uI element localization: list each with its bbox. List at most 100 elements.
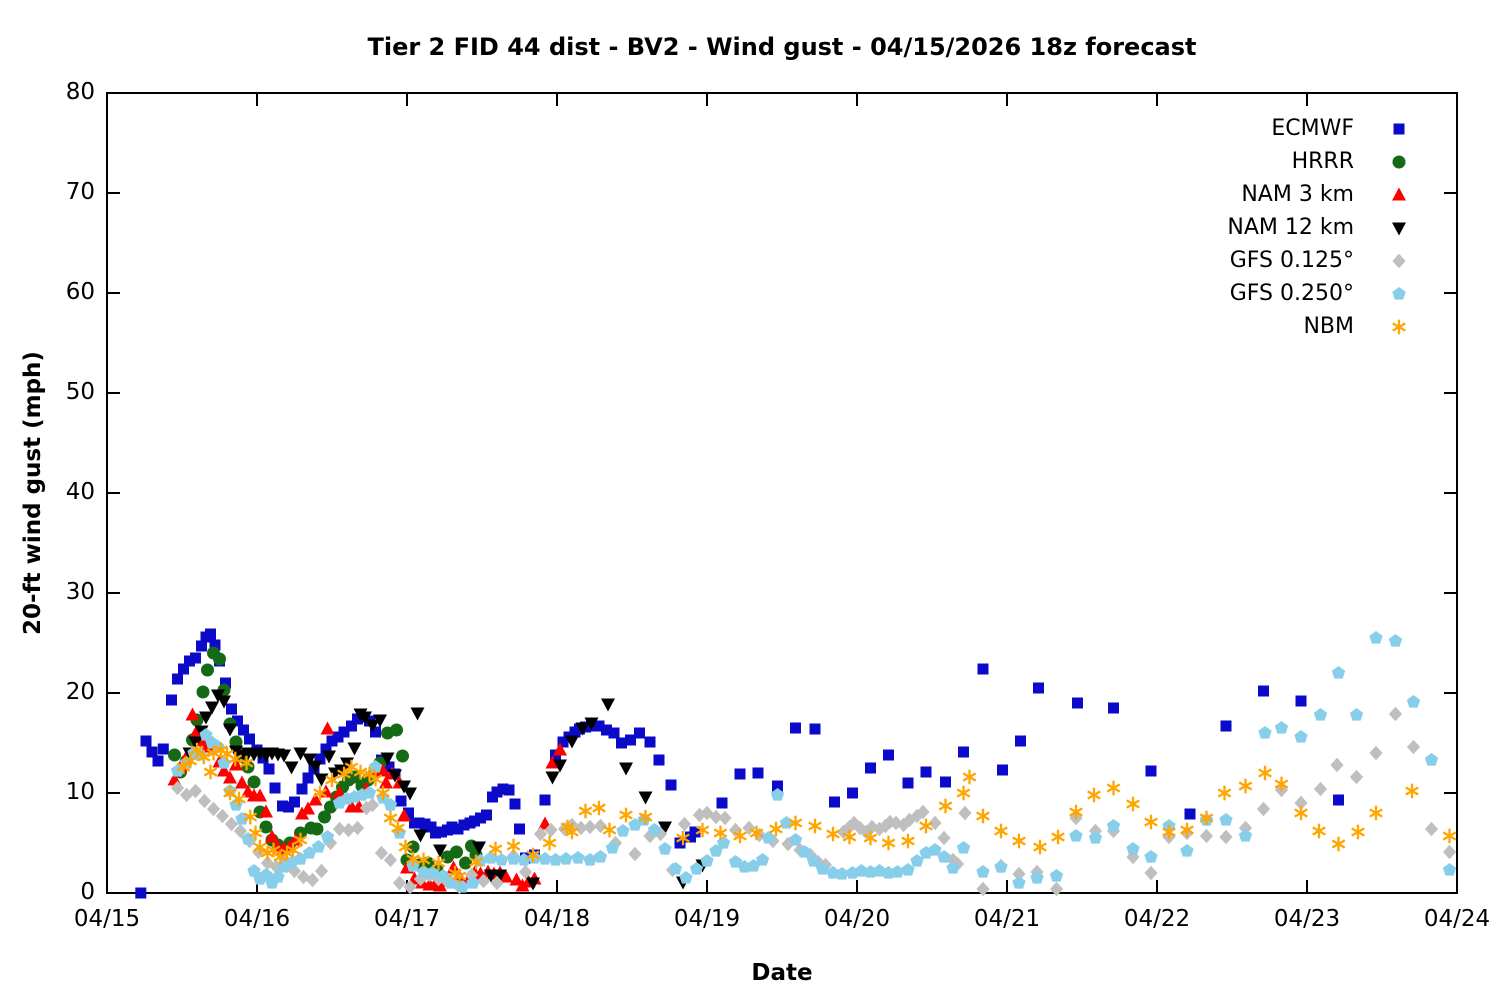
legend-label: NAM 12 km [1227, 215, 1354, 240]
data-point [239, 755, 254, 771]
data-point [761, 831, 776, 844]
data-point [1313, 708, 1328, 721]
data-point [1258, 685, 1269, 697]
data-point [689, 826, 701, 838]
data-point [1144, 814, 1158, 830]
data-point [499, 869, 513, 883]
data-point [545, 755, 560, 769]
y-tick-label: 40 [65, 479, 95, 505]
data-point [263, 763, 275, 775]
triangle-up-marker-icon [1384, 180, 1414, 210]
data-point [1219, 829, 1233, 845]
data-point [1180, 822, 1194, 838]
data-point [289, 796, 300, 808]
data-point [506, 838, 521, 854]
data-point [553, 759, 567, 773]
data-point [320, 830, 335, 843]
y-tick-label: 30 [65, 579, 95, 605]
data-point [253, 839, 267, 855]
data-point [196, 749, 211, 765]
data-point [398, 839, 413, 855]
data-point [1238, 829, 1253, 842]
data-point [1180, 844, 1194, 857]
data-point [373, 714, 387, 728]
data-point [797, 845, 812, 858]
data-point [1106, 819, 1121, 832]
data-point [1088, 831, 1103, 844]
data-point [545, 771, 560, 785]
data-point [553, 742, 567, 756]
data-point [1313, 781, 1328, 797]
data-point [542, 835, 557, 851]
data-point [946, 861, 960, 874]
data-point [593, 850, 608, 863]
data-point [1199, 810, 1214, 826]
data-point [958, 746, 969, 758]
data-point [190, 742, 204, 758]
data-point [755, 853, 770, 866]
data-point [625, 734, 636, 746]
data-point [172, 673, 183, 685]
data-point [994, 823, 1008, 839]
data-point [1442, 828, 1457, 844]
data-point [565, 824, 579, 840]
data-point [515, 878, 530, 892]
data-point [1087, 787, 1101, 803]
data-point [362, 786, 377, 799]
data-point [197, 793, 212, 809]
data-point [196, 685, 210, 699]
data-point [1069, 829, 1083, 842]
data-point [190, 652, 201, 664]
data-point [347, 742, 362, 756]
y-tick-label: 50 [65, 379, 95, 405]
data-point [350, 820, 365, 836]
data-point [937, 850, 951, 863]
data-point [314, 863, 329, 879]
data-point [188, 736, 203, 750]
data-point [584, 717, 599, 731]
data-point [425, 866, 440, 879]
data-point [638, 791, 653, 805]
data-point [311, 840, 326, 853]
data-point [1069, 804, 1083, 820]
series-nam-3-km [167, 707, 567, 892]
data-point [232, 791, 246, 807]
data-point [308, 792, 323, 806]
data-point [752, 767, 764, 779]
x-axis-label: Date [751, 960, 813, 986]
data-point [368, 771, 383, 787]
data-point [436, 869, 450, 882]
x-tick-label: 04/16 [223, 906, 291, 932]
data-point [166, 694, 177, 706]
data-point [647, 823, 662, 836]
data-point [376, 785, 390, 801]
data-point [1256, 801, 1271, 817]
data-point [548, 853, 563, 866]
data-point [806, 854, 821, 867]
data-point [1219, 813, 1233, 826]
data-point [1442, 863, 1457, 876]
data-point [746, 859, 761, 872]
data-point [1349, 769, 1364, 785]
data-point [593, 818, 608, 834]
x-tick-label: 04/17 [373, 906, 441, 932]
data-point [293, 852, 308, 865]
data-point [488, 841, 503, 857]
chart-title: Tier 2 FID 44 dist - BV2 - Wind gust - 0… [367, 33, 1197, 61]
data-point [396, 749, 409, 763]
data-point [244, 733, 255, 745]
triangle-down-marker-icon [1384, 213, 1414, 243]
data-point [302, 753, 317, 767]
data-point [901, 863, 915, 876]
data-point [1217, 785, 1232, 801]
data-point [459, 856, 472, 870]
data-point [302, 846, 317, 859]
pentagon-marker-icon [1384, 279, 1414, 309]
data-point [217, 763, 231, 777]
data-point [450, 845, 463, 859]
data-point [183, 753, 198, 769]
data-point [956, 841, 971, 854]
data-point [658, 842, 672, 855]
data-point [910, 854, 924, 867]
data-point [1126, 796, 1140, 812]
